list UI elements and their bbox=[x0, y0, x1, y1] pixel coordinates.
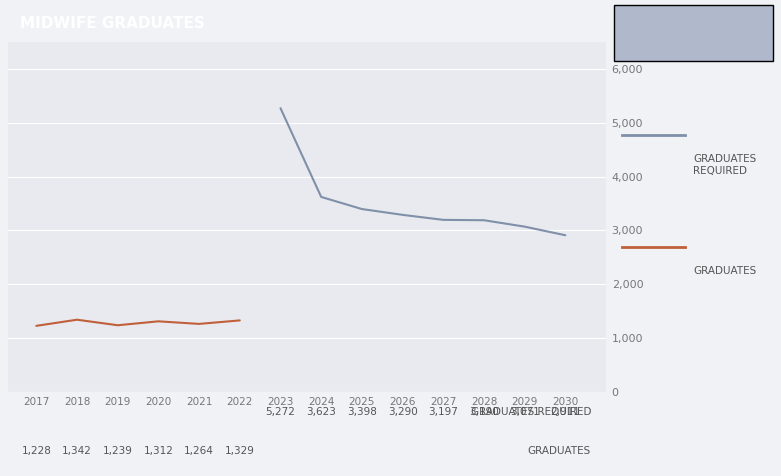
Text: 3,398: 3,398 bbox=[347, 407, 376, 417]
Text: 1,264: 1,264 bbox=[184, 446, 214, 456]
Text: 3,190: 3,190 bbox=[469, 407, 499, 417]
Text: MIDWIFE GRADUATES: MIDWIFE GRADUATES bbox=[20, 16, 205, 31]
Text: LEGEND: LEGEND bbox=[665, 29, 722, 41]
Text: 2,911: 2,911 bbox=[551, 407, 580, 417]
Text: GRADUATES: GRADUATES bbox=[694, 266, 757, 276]
Text: 1,239: 1,239 bbox=[103, 446, 133, 456]
Text: 1,228: 1,228 bbox=[21, 446, 52, 456]
Text: 1,329: 1,329 bbox=[225, 446, 255, 456]
FancyBboxPatch shape bbox=[614, 5, 773, 61]
Text: 3,197: 3,197 bbox=[428, 407, 458, 417]
Text: GRADUATES: GRADUATES bbox=[528, 446, 591, 456]
Text: 3,071: 3,071 bbox=[510, 407, 540, 417]
Text: 3,290: 3,290 bbox=[387, 407, 418, 417]
Text: GRADUATES
REQUIRED: GRADUATES REQUIRED bbox=[694, 154, 757, 176]
Text: GRADUATES REQUIRED: GRADUATES REQUIRED bbox=[471, 407, 591, 417]
Text: 1,312: 1,312 bbox=[144, 446, 173, 456]
Text: 5,272: 5,272 bbox=[266, 407, 295, 417]
Text: 3,623: 3,623 bbox=[306, 407, 336, 417]
Text: 1,342: 1,342 bbox=[62, 446, 92, 456]
